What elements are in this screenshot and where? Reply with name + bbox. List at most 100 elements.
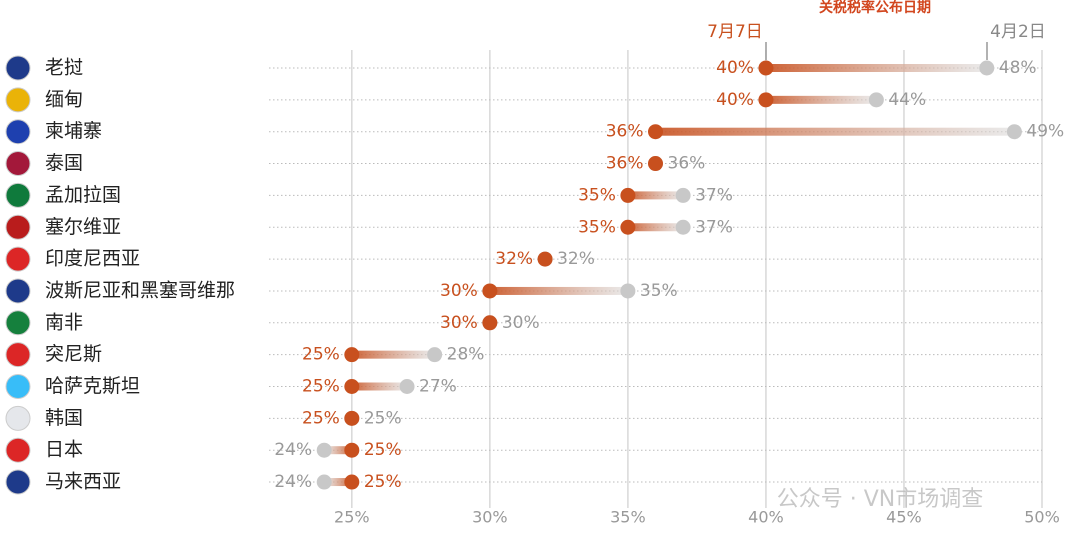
- dot-earlier: [758, 92, 774, 108]
- value-label: 37%: [695, 217, 733, 237]
- category-label: 老挝: [45, 57, 83, 79]
- category-label: 塞尔维亚: [45, 216, 121, 238]
- x-tick-label: 45%: [886, 508, 922, 527]
- category-label: 波斯尼亚和黑塞哥维那: [45, 279, 235, 301]
- value-label: 32%: [495, 249, 533, 269]
- flag: [5, 469, 31, 495]
- flag: [5, 214, 31, 240]
- connector: [655, 127, 1015, 136]
- value-label: 48%: [999, 58, 1037, 78]
- dot-later: [675, 187, 691, 203]
- dot-earlier: [648, 124, 663, 140]
- category-label: 韩国: [45, 407, 83, 429]
- dot-earlier: [344, 410, 360, 426]
- connector: [351, 382, 408, 391]
- value-label: 36%: [668, 154, 706, 174]
- dot-earlier: [648, 156, 663, 172]
- flag: [5, 55, 31, 81]
- value-label: 36%: [606, 122, 644, 142]
- dot-earlier: [482, 315, 498, 331]
- category-label: 哈萨克斯坦: [45, 375, 140, 397]
- connector: [627, 223, 684, 232]
- value-label: 44%: [888, 90, 926, 110]
- dot-later: [427, 347, 443, 363]
- value-label: 36%: [606, 154, 644, 174]
- value-label: 30%: [502, 313, 540, 333]
- flag: [5, 246, 31, 272]
- dot-later: [675, 219, 691, 235]
- category-label: 泰国: [45, 152, 83, 174]
- category-label: 日本: [45, 439, 83, 461]
- value-label: 35%: [578, 217, 616, 237]
- flag: [5, 310, 31, 336]
- value-label: 24%: [274, 440, 312, 460]
- connector: [489, 286, 628, 295]
- legend-label: 7月7日: [707, 22, 763, 42]
- dot-earlier: [344, 474, 360, 490]
- connector: [627, 191, 684, 200]
- x-tick-label: 35%: [610, 508, 646, 527]
- dot-later: [399, 379, 415, 394]
- dot-later: [979, 60, 995, 76]
- value-label: 24%: [274, 472, 312, 492]
- value-label: 35%: [578, 185, 616, 205]
- category-label: 孟加拉国: [45, 184, 121, 206]
- flag: [5, 342, 31, 368]
- value-label: 35%: [640, 281, 678, 301]
- legend-label: 4月2日: [990, 22, 1046, 42]
- x-tick-label: 40%: [748, 508, 784, 527]
- flag: [5, 87, 31, 113]
- dot-later: [316, 442, 332, 458]
- value-label: 25%: [364, 408, 402, 428]
- value-label: 25%: [364, 440, 402, 460]
- connector: [765, 95, 877, 104]
- chart-title: 关税税率公布日期: [819, 0, 931, 16]
- dot-earlier: [482, 283, 498, 299]
- connector: [765, 64, 987, 72]
- value-label: 25%: [302, 408, 340, 428]
- dot-later: [868, 92, 884, 108]
- connector: [324, 478, 352, 487]
- connector: [324, 446, 352, 455]
- flag: [5, 278, 31, 304]
- dot-earlier: [758, 60, 774, 76]
- dot-earlier: [620, 219, 636, 235]
- x-tick-label: 25%: [334, 508, 370, 527]
- connector: [351, 350, 435, 359]
- category-label: 南非: [45, 311, 83, 333]
- category-label: 印度尼西亚: [45, 248, 140, 270]
- category-label: 缅甸: [45, 88, 83, 110]
- flag: [5, 405, 31, 431]
- dot-earlier: [537, 251, 553, 267]
- value-label: 30%: [440, 313, 478, 333]
- value-label: 27%: [419, 377, 457, 397]
- category-label: 柬埔寨: [45, 120, 102, 142]
- dot-later: [1006, 124, 1022, 140]
- x-tick-label: 50%: [1024, 508, 1060, 527]
- dot-later: [620, 283, 636, 299]
- value-label: 32%: [557, 249, 595, 269]
- value-label: 25%: [364, 472, 402, 492]
- dot-earlier: [344, 442, 360, 458]
- flag: [5, 374, 31, 399]
- dot-earlier: [344, 347, 360, 363]
- value-label: 25%: [302, 377, 340, 397]
- value-label: 30%: [440, 281, 478, 301]
- value-label: 40%: [716, 58, 754, 78]
- value-label: 25%: [302, 345, 340, 365]
- watermark: 公众号 · VN市场调查: [777, 487, 984, 512]
- dot-earlier: [620, 187, 636, 203]
- flag: [5, 119, 31, 145]
- dot-earlier: [344, 379, 360, 394]
- flag: [5, 437, 31, 463]
- category-label: 突尼斯: [45, 343, 102, 365]
- value-label: 40%: [716, 90, 754, 110]
- category-label: 马来西亚: [45, 471, 121, 493]
- dot-later: [316, 474, 332, 490]
- x-tick-label: 30%: [472, 508, 508, 527]
- value-label: 49%: [1026, 122, 1064, 142]
- value-label: 37%: [695, 185, 733, 205]
- value-label: 28%: [447, 345, 485, 365]
- flag: [5, 182, 31, 208]
